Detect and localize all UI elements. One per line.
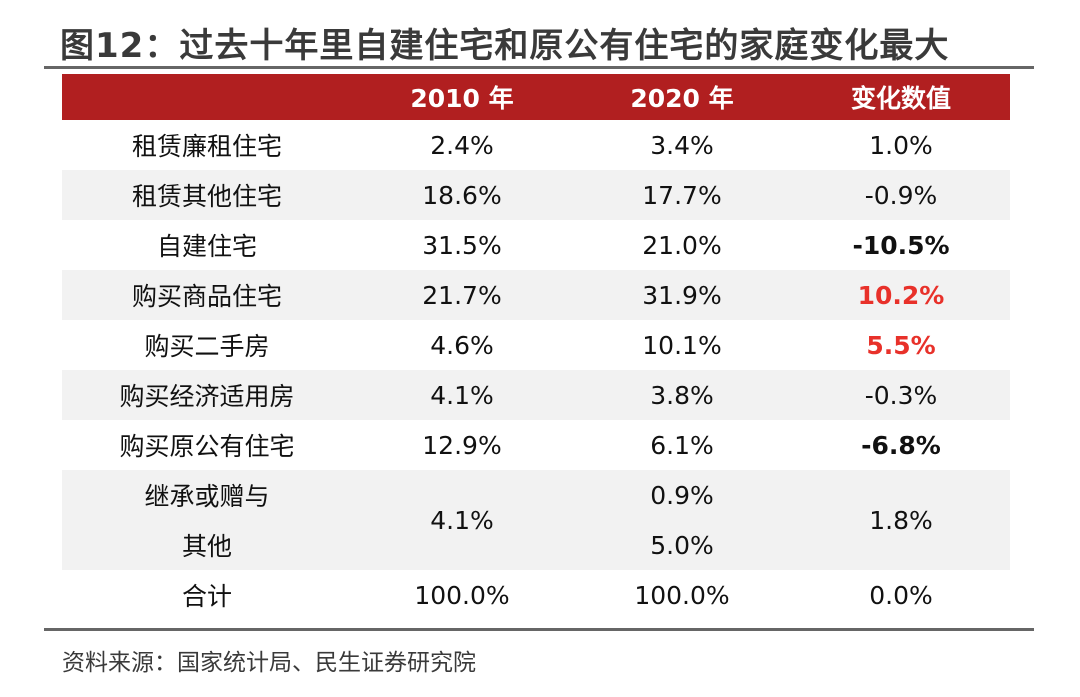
cell-change: -0.3% (792, 370, 1010, 420)
cell-2020: 3.4% (650, 130, 714, 160)
cell-2010-merged: 4.1% (352, 470, 572, 570)
row-label: 购买经济适用房 (62, 370, 352, 420)
row-label-inherit: 继承或赠与 (62, 470, 352, 520)
header-2020: 2020 年 (572, 74, 792, 120)
top-rule (44, 66, 1034, 69)
cell-change: 10.2% (792, 270, 1010, 320)
cell-2020: 6.1% (650, 430, 714, 460)
figure-title: 图12：过去十年里自建住宅和原公有住宅的家庭变化最大 (60, 26, 950, 66)
table-row: 租赁其他住宅 18.6% 17.7% -0.9% (62, 170, 1010, 220)
merged-row-bottom: 其他 5.0% (62, 520, 1010, 570)
cell-change: -0.9% (792, 170, 1010, 220)
cell-2020-other: 5.0% (572, 520, 792, 570)
cell-2010-total: 100.0% (414, 580, 510, 610)
row-label: 租赁廉租住宅 (131, 132, 282, 161)
table-row: 租赁廉租住宅 2.4% 3.4% 1.0% (62, 120, 1010, 170)
header-2010: 2010 年 (352, 74, 572, 120)
cell-change-total: 0.0% (869, 580, 933, 610)
cell-2020: 10.1% (642, 330, 722, 360)
table-row: 购买商品住宅 21.7% 31.9% 10.2% (62, 270, 1010, 320)
table-row: 购买二手房 4.6% 10.1% 5.5% (62, 320, 1010, 370)
cell-2010: 12.9% (422, 430, 502, 460)
cell-change-merged: 1.8% (792, 470, 1010, 570)
cell-2020: 21.0% (642, 230, 722, 260)
cell-change: 1.0% (869, 130, 933, 160)
cell-2020-inherit: 0.9% (572, 470, 792, 520)
cell-change: -10.5% (852, 230, 950, 260)
cell-2020-total: 100.0% (634, 580, 730, 610)
table-row: 自建住宅 31.5% 21.0% -10.5% (62, 220, 1010, 270)
cell-2020: 3.8% (572, 370, 792, 420)
cell-2010: 4.1% (352, 370, 572, 420)
housing-change-table: 2010 年 2020 年 变化数值 租赁廉租住宅 2.4% 3.4% 1.0%… (62, 74, 1010, 620)
cell-2010: 2.4% (430, 130, 494, 160)
header-row: 2010 年 2020 年 变化数值 (62, 74, 1010, 120)
cell-2010: 4.6% (430, 330, 494, 360)
row-label: 自建住宅 (156, 232, 257, 261)
cell-2010: 21.7% (352, 270, 572, 320)
row-label: 租赁其他住宅 (62, 170, 352, 220)
header-change: 变化数值 (792, 74, 1010, 120)
row-label: 购买二手房 (144, 332, 270, 361)
table-row: 购买经济适用房 4.1% 3.8% -0.3% (62, 370, 1010, 420)
source-note: 资料来源：国家统计局、民生证券研究院 (62, 650, 476, 676)
cell-change: -6.8% (861, 430, 941, 460)
row-label: 购买原公有住宅 (119, 432, 295, 461)
total-row: 合计 100.0% 100.0% 0.0% (62, 570, 1010, 620)
cell-2020: 17.7% (572, 170, 792, 220)
cell-2010: 31.5% (422, 230, 502, 260)
merged-row-top: 继承或赠与 4.1% 0.9% 1.8% (62, 470, 1010, 570)
cell-change: 5.5% (866, 330, 936, 360)
table-row: 购买原公有住宅 12.9% 6.1% -6.8% (62, 420, 1010, 470)
row-label: 购买商品住宅 (62, 270, 352, 320)
cell-2010: 18.6% (352, 170, 572, 220)
header-blank (62, 74, 352, 120)
row-label-other: 其他 (62, 520, 352, 570)
row-label-total: 合计 (181, 582, 232, 611)
cell-2020: 31.9% (572, 270, 792, 320)
bottom-rule (44, 628, 1034, 631)
